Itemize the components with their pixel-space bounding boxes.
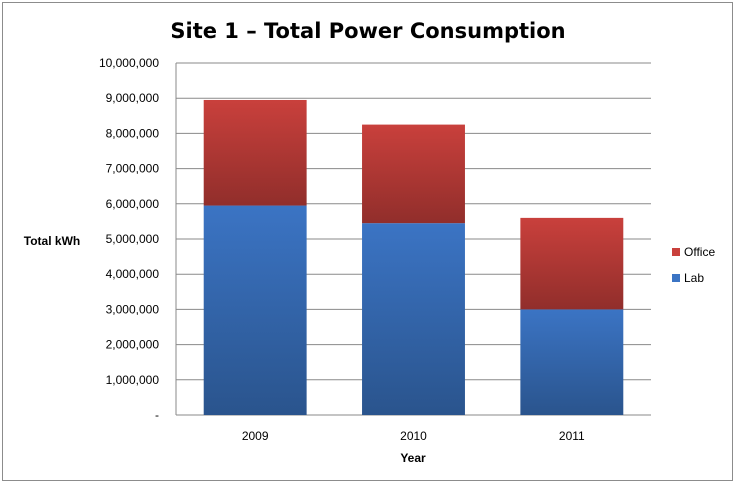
x-tick-labels: 2009 2010 2011: [242, 429, 585, 443]
legend-label-lab: Lab: [684, 271, 704, 285]
y-tick-label: 10,000,000: [99, 56, 159, 70]
bar-lab-2010: [362, 223, 465, 415]
legend-swatch-office: [672, 248, 680, 256]
bars: [203, 99, 624, 415]
chart-title: Site 1 – Total Power Consumption: [170, 19, 565, 43]
y-tick-label: 5,000,000: [106, 232, 160, 246]
y-tick-label: 8,000,000: [106, 126, 160, 140]
y-tick-label: 7,000,000: [106, 162, 160, 176]
y-tick-label: 4,000,000: [106, 267, 160, 281]
x-axis-title: Year: [400, 451, 426, 465]
bar-office-2011: [520, 217, 624, 310]
bar-office-2010: [362, 124, 465, 224]
y-tick-label: 2,000,000: [106, 338, 160, 352]
x-tick-label: 2010: [400, 429, 427, 443]
y-tick-labels: - 1,000,000 2,000,000 3,000,000 4,000,000 5,0…: [99, 56, 159, 422]
x-tick-label: 2009: [242, 429, 269, 443]
y-tick-label: -: [155, 408, 159, 422]
x-tick-label: 2011: [559, 429, 585, 443]
y-axis-title: Total kWh: [24, 234, 80, 248]
y-tick-label: 9,000,000: [106, 91, 160, 105]
y-tick-label: 1,000,000: [106, 373, 160, 387]
bar-lab-2011: [520, 309, 624, 415]
legend-label-office: Office: [684, 245, 715, 259]
y-tick-label: 3,000,000: [106, 302, 160, 316]
bar-lab-2009: [203, 205, 307, 415]
legend: Office Lab: [672, 245, 715, 285]
legend-swatch-lab: [672, 274, 680, 282]
bar-office-2009: [203, 99, 307, 206]
y-tick-label: 6,000,000: [106, 197, 160, 211]
